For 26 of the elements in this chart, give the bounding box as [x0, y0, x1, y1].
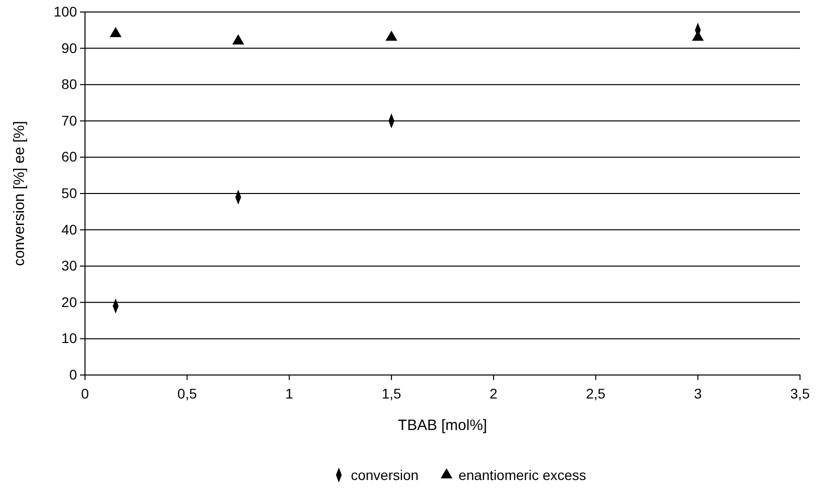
x-tick-label: 0	[81, 385, 90, 402]
point	[232, 34, 244, 44]
x-tick-label: 1,5	[382, 385, 402, 402]
x-tick-label: 2,5	[586, 385, 606, 402]
y-tick-label: 0	[69, 366, 78, 382]
y-axis-title: conversion [%] ee [%]	[11, 120, 28, 266]
y-tick-label: 60	[61, 148, 78, 165]
point	[386, 30, 398, 41]
x-tick-label: 1	[285, 385, 294, 402]
y-tick-label: 20	[61, 294, 78, 310]
x-tick-label: 2	[490, 385, 498, 402]
y-tick-label: 90	[61, 40, 78, 56]
x-tick-label: 3,5	[790, 385, 810, 402]
y-tick-label: 70	[61, 112, 78, 128]
x-axis-title: TBAB [mol%]	[398, 417, 488, 434]
x-tick-label: 0,5	[177, 385, 198, 402]
y-tick-label: 80	[61, 76, 78, 92]
x-tick-label: 3	[694, 385, 702, 402]
legend-label: conversion	[350, 467, 419, 483]
y-tick-label: 30	[61, 258, 78, 274]
y-tick-label: 40	[61, 221, 78, 238]
y-tick-label: 10	[61, 330, 78, 346]
point	[110, 26, 122, 38]
y-tick-label: 100	[54, 3, 78, 20]
legend-label: enantiomeric excess	[458, 467, 586, 483]
y-tick-label: 50	[61, 184, 78, 201]
